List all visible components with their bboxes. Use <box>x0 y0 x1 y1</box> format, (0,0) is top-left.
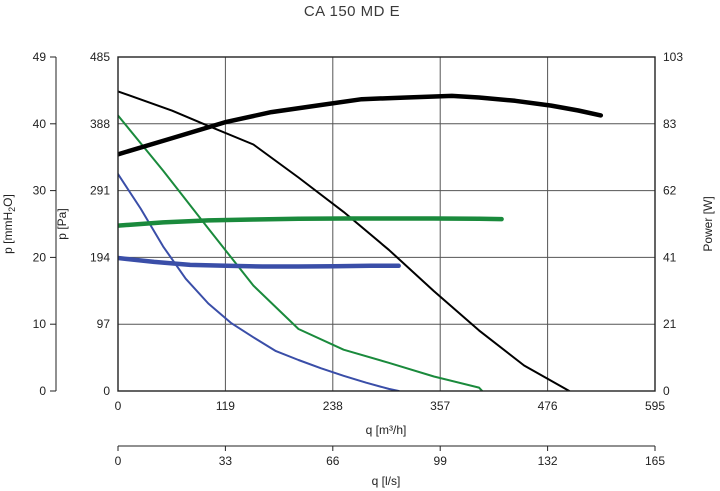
y-axis-label-power: Power [W] <box>701 196 715 251</box>
power-curve-3 <box>118 93 604 157</box>
y-axis-label-pa: p [Pa] <box>55 208 69 239</box>
pressure-curve-0 <box>118 90 571 391</box>
y-tick-label-power: 103 <box>663 50 683 64</box>
mmh2o-label-main: p [mmH <box>1 212 15 254</box>
y-axis-label-mmh2o: p [mmH2O] <box>1 194 17 254</box>
x-tick-label-m3h: 238 <box>323 399 343 413</box>
mmh2o-label-sub: 2 <box>7 207 17 212</box>
chart-title: CA 150 MD E <box>304 3 400 20</box>
x-tick-label-ls: 0 <box>115 454 122 468</box>
y-tick-label-mmh2o: 49 <box>33 50 47 64</box>
x-tick-label-m3h: 357 <box>430 399 450 413</box>
y-tick-label-mmh2o: 0 <box>39 384 46 398</box>
x-tick-label-m3h: 595 <box>645 399 665 413</box>
x-tick-label-ls: 66 <box>326 454 340 468</box>
y-tick-label-mmh2o: 30 <box>33 184 47 198</box>
pressure-curve-2 <box>118 173 400 391</box>
y-tick-label-pa: 0 <box>103 384 110 398</box>
plot-grid <box>118 57 655 391</box>
y-tick-label-power: 83 <box>663 117 677 131</box>
x-tick-label-m3h: 476 <box>538 399 558 413</box>
x-tick-label-ls: 165 <box>645 454 665 468</box>
y-tick-label-pa: 194 <box>90 250 110 264</box>
y-tick-label-pa: 291 <box>90 184 110 198</box>
y-tick-label-power: 62 <box>663 184 677 198</box>
y-tick-label-pa: 97 <box>97 317 111 331</box>
x-tick-label-m3h: 119 <box>216 399 235 413</box>
power-curve-5 <box>118 255 401 269</box>
x-tick-label-ls: 99 <box>434 454 448 468</box>
power-curve-4 <box>118 216 504 228</box>
y-tick-label-mmh2o: 20 <box>33 250 47 264</box>
x-axis-label-ls: q [l/s] <box>372 474 401 488</box>
x-tick-label-m3h: 0 <box>115 399 122 413</box>
y-tick-label-mmh2o: 10 <box>33 317 47 331</box>
plot-series <box>118 90 604 391</box>
y-tick-label-power: 0 <box>663 384 670 398</box>
pressure-curve-1 <box>118 114 484 391</box>
x-tick-label-ls: 33 <box>219 454 233 468</box>
plot-frame <box>117 56 656 392</box>
y-tick-label-pa: 485 <box>90 50 110 64</box>
y-tick-label-mmh2o: 40 <box>33 117 47 131</box>
y-tick-label-power: 41 <box>663 250 677 264</box>
x-axis-label-m3h: q [m³/h] <box>366 423 407 437</box>
y-tick-label-pa: 388 <box>90 117 110 131</box>
x-tick-label-ls: 132 <box>538 454 558 468</box>
mmh2o-label-end: O] <box>1 194 15 207</box>
y-tick-label-power: 21 <box>663 317 677 331</box>
